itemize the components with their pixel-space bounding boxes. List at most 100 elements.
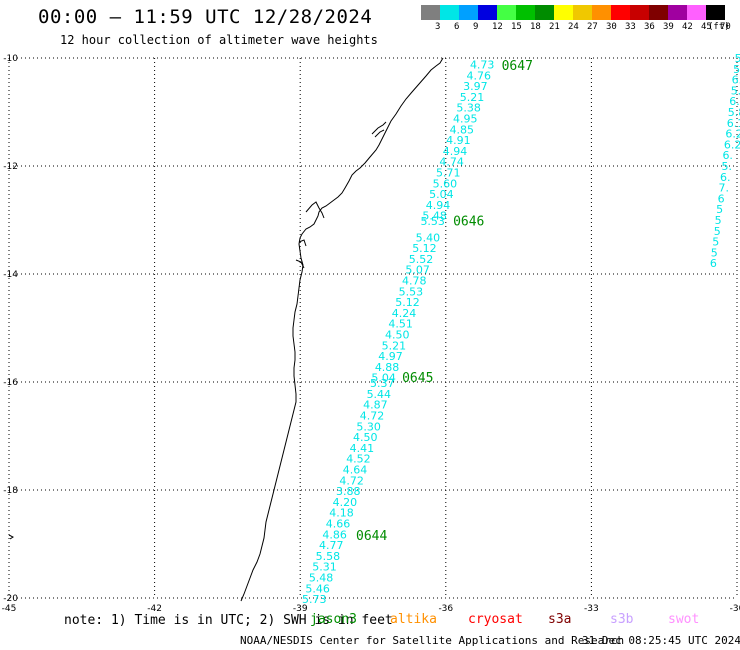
wave-height-value: 5.04 xyxy=(429,188,454,201)
wave-height-value: 4.78 xyxy=(402,274,427,287)
wave-height-value: 5.07 xyxy=(405,264,430,277)
legend-tick-label: 45 xyxy=(701,22,712,32)
satellite-name-jason3: jason3 xyxy=(310,612,357,627)
wave-height-value: 4.77 xyxy=(319,539,344,552)
coastline xyxy=(240,57,444,602)
wave-height-value: 6.1 xyxy=(727,117,740,130)
wave-height-value: 4.24 xyxy=(392,307,417,320)
page-title: 00:00 — 11:59 UTC 12/28/2024 xyxy=(38,6,373,28)
satellite-name-altika: altika xyxy=(390,612,437,627)
latitude-tick-label: -12 xyxy=(3,162,18,172)
wave-height-value: 5.12 xyxy=(395,296,420,309)
axis-labels: -45 -42 -39 -36 -33 -30 -10 -12 -14 -16 -18 -20 xyxy=(2,54,740,614)
legend-tick-label: 3 xyxy=(435,22,441,32)
altimeter-track-edge: 5.715.616.15.66.35.86.16.26.26.5.6.7.655… xyxy=(710,52,740,270)
legend-tick-label: 15 xyxy=(511,22,522,32)
wave-height-value: 4.64 xyxy=(343,463,368,476)
wave-height-value: 7. xyxy=(719,182,730,195)
latitude-tick-label: -14 xyxy=(3,270,18,280)
wave-height-value: 5. xyxy=(721,160,732,173)
wave-height-value: 5.44 xyxy=(367,388,392,401)
wave-height-value: 5.31 xyxy=(312,561,337,574)
wave-height-value: 5.71 xyxy=(735,52,740,65)
legend-tick-label: 39 xyxy=(663,22,674,32)
pass-time-labels: 0647 0646 0645 0644 xyxy=(356,59,533,544)
wave-height-value: 5 xyxy=(714,225,721,238)
latitude-tick-label: -16 xyxy=(3,378,18,388)
wave-height-value: 3.88 xyxy=(336,485,361,498)
satellite-name-s3b: s3b xyxy=(610,612,634,627)
wave-height-value: 5.21 xyxy=(382,339,407,352)
wave-height-value: 5.48 xyxy=(422,210,447,223)
legend-swatch xyxy=(592,5,611,20)
wave-height-value: 5.38 xyxy=(456,102,481,115)
wave-height-value: 5.52 xyxy=(409,253,434,266)
legend-swatch xyxy=(706,5,725,20)
legend-unit-label: (ft) xyxy=(708,22,730,32)
longitude-tick-label: -42 xyxy=(147,604,162,614)
wave-height-value: 6 xyxy=(710,257,717,270)
wave-height-value: 5.58 xyxy=(316,550,341,563)
satellite-name-s3a: s3a xyxy=(548,612,572,627)
legend-swatch xyxy=(459,5,478,20)
wave-height-value: 4.66 xyxy=(326,517,351,530)
wave-height-value: 6. xyxy=(720,171,731,184)
wave-height-value: 5.12 xyxy=(412,242,437,255)
legend-swatch xyxy=(421,5,440,20)
legend-swatch xyxy=(611,5,630,20)
legend-tick-label: 12 xyxy=(492,22,503,32)
legend-swatch xyxy=(554,5,573,20)
generated-timestamp: 31 Dec 08:25:45 UTC 2024 xyxy=(582,634,740,647)
wave-height-value: 5.46 xyxy=(305,582,330,595)
pass-time-label: 0645 xyxy=(402,371,433,386)
altimeter-track-jason3: 4.734.763.975.215.384.954.854.914.944.74… xyxy=(302,58,494,606)
wave-height-value: 5 xyxy=(716,203,723,216)
wave-height-value: 4.50 xyxy=(353,431,378,444)
wave-height-value: 5.37 xyxy=(370,377,395,390)
legend-tick-label: 21 xyxy=(549,22,560,32)
legend-tick-label: 9 xyxy=(473,22,479,32)
wave-height-value: 4.72 xyxy=(360,409,385,422)
longitude-tick-label: -39 xyxy=(293,604,308,614)
latitude-tick-label: -18 xyxy=(3,486,18,496)
wave-height-value: 4.20 xyxy=(333,496,358,509)
wave-height-value: 6.2 xyxy=(724,138,740,151)
legend-tick-label: 24 xyxy=(568,22,579,32)
satellite-name-swot: swot xyxy=(668,612,700,627)
legend-swatch xyxy=(573,5,592,20)
wave-height-value: 5.8 xyxy=(728,106,740,119)
wave-height-value: 4.18 xyxy=(329,507,354,520)
wave-height-value: 5.30 xyxy=(356,420,381,433)
longitude-tick-label: -36 xyxy=(438,604,453,614)
wave-height-value: 5 xyxy=(715,214,722,227)
wave-height-value: 5 xyxy=(712,236,719,249)
wave-height-value: 4.51 xyxy=(388,318,413,331)
wave-height-value: 4.41 xyxy=(350,442,375,455)
legend-swatch xyxy=(649,5,668,20)
wave-height-value: 4.72 xyxy=(339,474,364,487)
wave-height-value: 5.21 xyxy=(460,91,485,104)
wave-height-value: 4.86 xyxy=(322,528,347,541)
legend-swatch xyxy=(478,5,497,20)
wave-height-value: 4.88 xyxy=(375,361,400,374)
legend-tick-label: 36 xyxy=(644,22,655,32)
pass-time-label: 0646 xyxy=(453,215,484,230)
legend-tick-label: 18 xyxy=(530,22,541,32)
legend-swatch xyxy=(440,5,459,20)
legend-tick-label: 70 xyxy=(720,22,731,32)
legend-swatch xyxy=(497,5,516,20)
legend-swatch xyxy=(630,5,649,20)
page-subtitle: 12 hour collection of altimeter wave hei… xyxy=(60,33,378,47)
wave-height-value: 5.60 xyxy=(433,177,458,190)
legend-swatch xyxy=(668,5,687,20)
stray-marker xyxy=(8,534,14,540)
wave-height-value: 5.04 xyxy=(371,372,396,385)
longitude-tick-label: -33 xyxy=(584,604,599,614)
wave-height-value: 6.1 xyxy=(732,74,740,87)
wave-height-value: 5 xyxy=(711,246,718,259)
wave-height-value: 4.94 xyxy=(426,199,451,212)
color-legend: 3 6 9 12 15 18 21 24 27 30 33 36 39 42 45 70 (ft) xyxy=(421,5,739,33)
footnote: note: 1) Time is in UTC; 2) SWH is in fe… xyxy=(64,613,393,628)
satellite-name-cryosat: cryosat xyxy=(468,612,523,627)
